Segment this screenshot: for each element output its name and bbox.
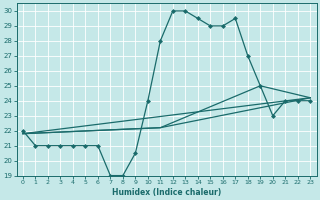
X-axis label: Humidex (Indice chaleur): Humidex (Indice chaleur)	[112, 188, 221, 197]
